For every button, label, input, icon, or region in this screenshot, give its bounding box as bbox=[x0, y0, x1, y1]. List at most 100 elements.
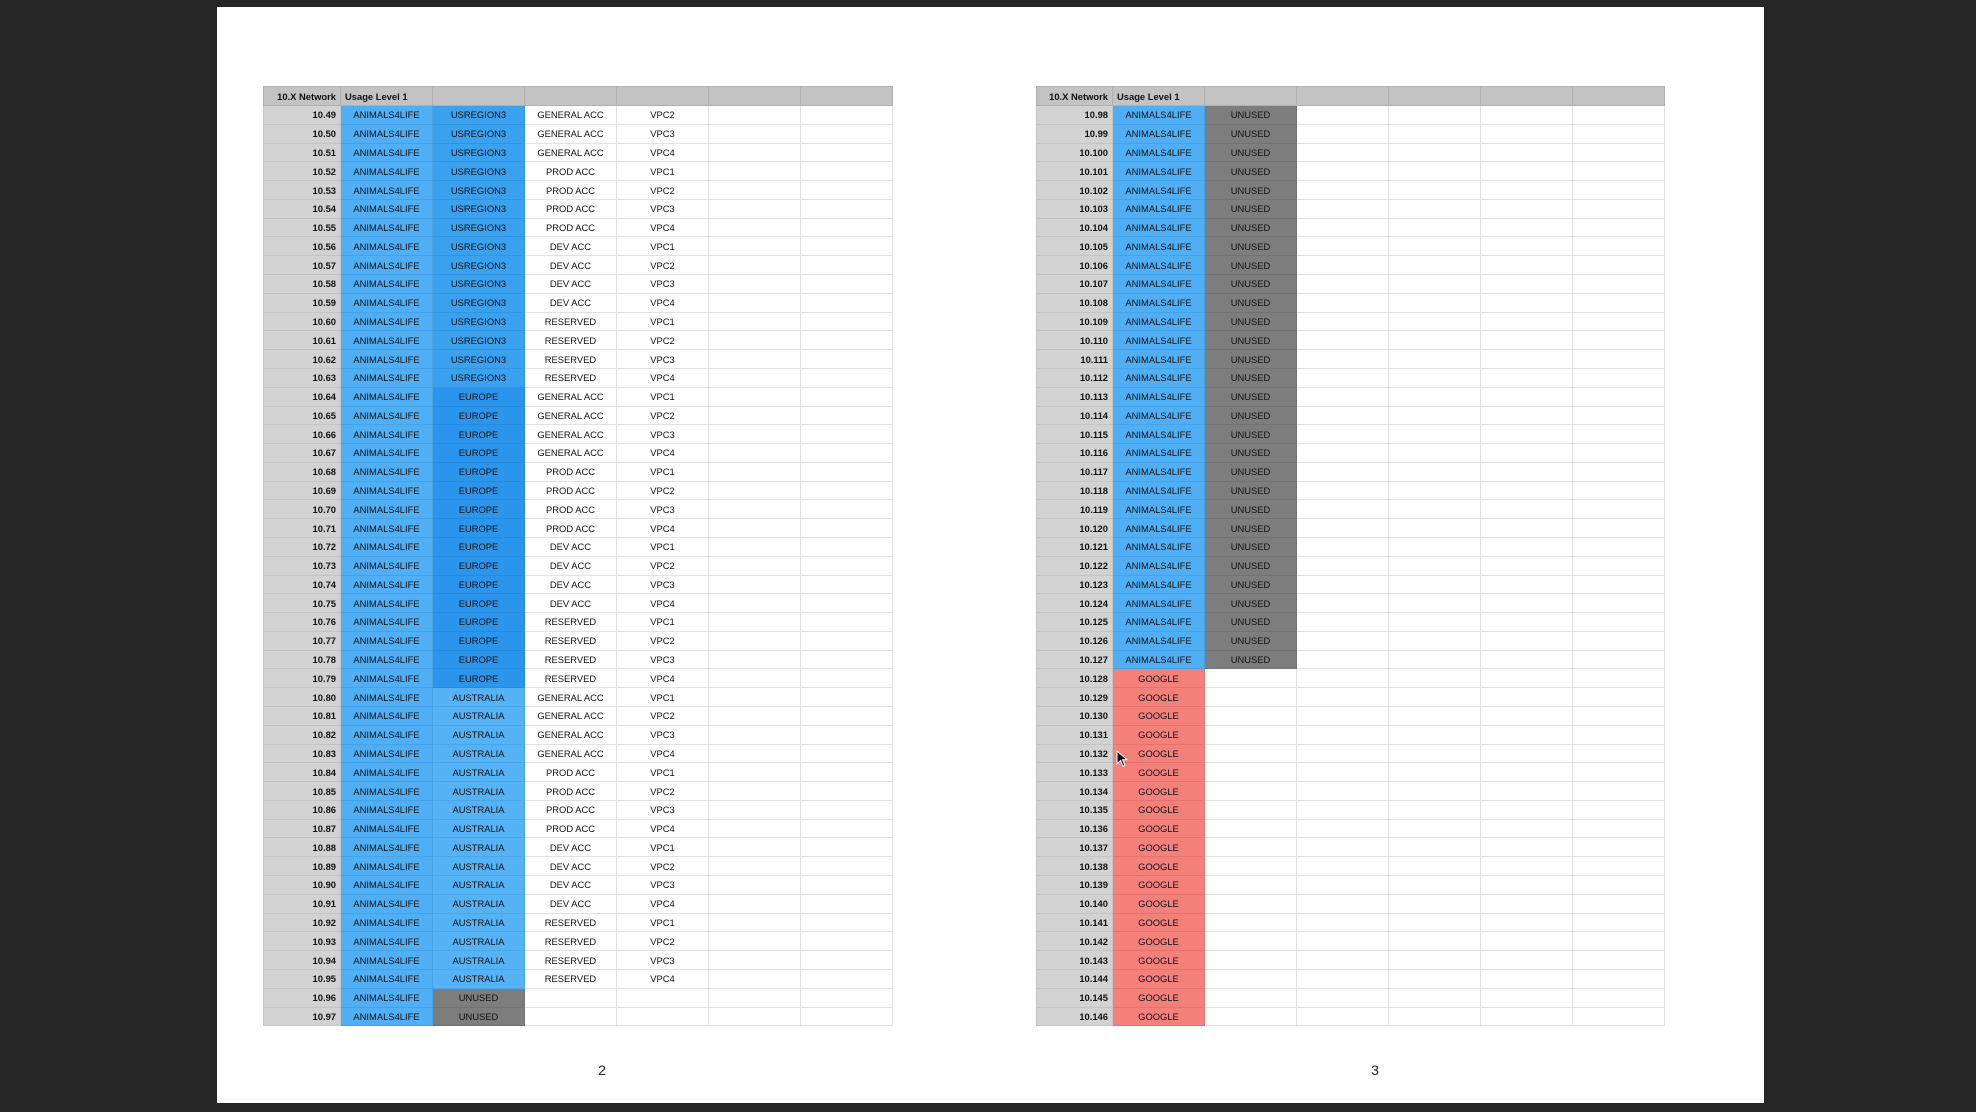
table-cell[interactable] bbox=[1480, 405, 1573, 426]
table-cell[interactable] bbox=[1388, 612, 1481, 632]
network-cell[interactable]: 10.129 bbox=[1036, 687, 1113, 707]
table-cell[interactable]: EUROPE bbox=[432, 424, 525, 445]
table-cell[interactable] bbox=[1572, 292, 1665, 313]
table-cell[interactable] bbox=[1572, 536, 1665, 557]
table-cell[interactable]: ANIMALS4LIFE bbox=[1112, 311, 1205, 332]
table-cell[interactable]: ANIMALS4LIFE bbox=[340, 518, 433, 538]
network-cell[interactable]: 10.125 bbox=[1036, 612, 1113, 632]
table-cell[interactable]: ANIMALS4LIFE bbox=[1112, 649, 1205, 670]
table-cell[interactable] bbox=[708, 743, 801, 764]
table-cell[interactable]: AUSTRALIA bbox=[432, 799, 525, 820]
table-cell[interactable] bbox=[1296, 630, 1389, 651]
table-cell[interactable] bbox=[1480, 931, 1573, 952]
table-cell[interactable]: UNUSED bbox=[432, 1006, 525, 1027]
table-cell[interactable]: ANIMALS4LIFE bbox=[1112, 593, 1205, 614]
network-cell[interactable]: 10.113 bbox=[1036, 386, 1113, 407]
table-cell[interactable]: VPC3 bbox=[616, 574, 709, 595]
table-cell[interactable]: UNUSED bbox=[1204, 518, 1297, 538]
table-cell[interactable]: VPC4 bbox=[616, 593, 709, 614]
table-cell[interactable] bbox=[1572, 443, 1665, 463]
table-cell[interactable]: VPC1 bbox=[616, 536, 709, 557]
table-cell[interactable] bbox=[1388, 330, 1481, 351]
table-cell[interactable] bbox=[1480, 330, 1573, 351]
network-cell[interactable]: 10.133 bbox=[1036, 762, 1113, 783]
table-cell[interactable]: ANIMALS4LIFE bbox=[340, 330, 433, 351]
table-cell[interactable] bbox=[708, 724, 801, 745]
table-cell[interactable] bbox=[1480, 593, 1573, 614]
table-cell[interactable]: UNUSED bbox=[1204, 630, 1297, 651]
table-cell[interactable] bbox=[1572, 931, 1665, 952]
table-cell[interactable]: ANIMALS4LIFE bbox=[340, 443, 433, 463]
network-cell[interactable]: 10.102 bbox=[1036, 180, 1113, 200]
network-cell[interactable]: 10.130 bbox=[1036, 706, 1113, 726]
table-cell[interactable] bbox=[1296, 161, 1389, 182]
table-cell[interactable]: VPC3 bbox=[616, 499, 709, 520]
table-cell[interactable]: GOOGLE bbox=[1112, 818, 1205, 839]
table-cell[interactable] bbox=[800, 968, 893, 989]
table-cell[interactable] bbox=[1572, 161, 1665, 182]
table-cell[interactable]: ANIMALS4LIFE bbox=[340, 424, 433, 445]
table-cell[interactable] bbox=[800, 311, 893, 332]
table-cell[interactable]: VPC2 bbox=[616, 555, 709, 576]
table-cell[interactable]: UNUSED bbox=[1204, 161, 1297, 182]
table-cell[interactable]: VPC4 bbox=[616, 443, 709, 463]
table-cell[interactable]: VPC1 bbox=[616, 687, 709, 707]
table-cell[interactable] bbox=[1480, 499, 1573, 520]
table-cell[interactable]: RESERVED bbox=[524, 367, 617, 388]
table-cell[interactable] bbox=[1296, 950, 1389, 970]
table-cell[interactable]: GENERAL ACC bbox=[524, 142, 617, 163]
table-cell[interactable]: GOOGLE bbox=[1112, 987, 1205, 1008]
table-cell[interactable]: VPC3 bbox=[616, 875, 709, 895]
table-cell[interactable]: ANIMALS4LIFE bbox=[340, 555, 433, 576]
table-cell[interactable]: ANIMALS4LIFE bbox=[340, 781, 433, 801]
table-cell[interactable]: UNUSED bbox=[1204, 274, 1297, 294]
table-cell[interactable]: UNUSED bbox=[1204, 349, 1297, 369]
table-cell[interactable] bbox=[800, 123, 893, 144]
table-cell[interactable]: VPC4 bbox=[616, 893, 709, 914]
table-cell[interactable] bbox=[1480, 781, 1573, 801]
table-cell[interactable]: ANIMALS4LIFE bbox=[340, 593, 433, 614]
table-cell[interactable] bbox=[708, 443, 801, 463]
table-cell[interactable] bbox=[1204, 875, 1297, 895]
table-cell[interactable] bbox=[1296, 480, 1389, 501]
table-cell[interactable]: ANIMALS4LIFE bbox=[340, 180, 433, 200]
table-cell[interactable]: ANIMALS4LIFE bbox=[340, 123, 433, 144]
table-cell[interactable] bbox=[708, 987, 801, 1008]
table-cell[interactable] bbox=[1480, 1006, 1573, 1027]
table-cell[interactable]: ANIMALS4LIFE bbox=[340, 142, 433, 163]
table-cell[interactable]: ANIMALS4LIFE bbox=[1112, 180, 1205, 200]
table-cell[interactable]: GENERAL ACC bbox=[524, 687, 617, 707]
table-cell[interactable] bbox=[708, 893, 801, 914]
table-cell[interactable] bbox=[1296, 424, 1389, 445]
table-cell[interactable]: VPC3 bbox=[616, 950, 709, 970]
table-cell[interactable] bbox=[1204, 1006, 1297, 1027]
table-cell[interactable] bbox=[708, 555, 801, 576]
network-cell[interactable]: 10.105 bbox=[1036, 236, 1113, 257]
table-cell[interactable]: ANIMALS4LIFE bbox=[1112, 105, 1205, 125]
network-cell[interactable]: 10.146 bbox=[1036, 1006, 1113, 1027]
table-cell[interactable]: ANIMALS4LIFE bbox=[340, 743, 433, 764]
table-cell[interactable]: UNUSED bbox=[1204, 292, 1297, 313]
table-cell[interactable] bbox=[1388, 593, 1481, 614]
table-cell[interactable]: USREGION3 bbox=[432, 274, 525, 294]
table-cell[interactable] bbox=[1480, 292, 1573, 313]
table-cell[interactable] bbox=[1480, 161, 1573, 182]
network-cell[interactable]: 10.128 bbox=[1036, 668, 1113, 689]
table-cell[interactable]: UNUSED bbox=[1204, 330, 1297, 351]
network-cell[interactable]: 10.93 bbox=[263, 931, 341, 952]
table-cell[interactable] bbox=[800, 931, 893, 952]
table-cell[interactable] bbox=[1480, 818, 1573, 839]
network-cell[interactable]: 10.65 bbox=[263, 405, 341, 426]
table-cell[interactable]: ANIMALS4LIFE bbox=[1112, 480, 1205, 501]
table-cell[interactable] bbox=[800, 762, 893, 783]
table-cell[interactable]: UNUSED bbox=[1204, 367, 1297, 388]
network-cell[interactable]: 10.137 bbox=[1036, 837, 1113, 858]
table-cell[interactable] bbox=[1480, 443, 1573, 463]
table-cell[interactable] bbox=[1296, 255, 1389, 276]
table-cell[interactable] bbox=[1296, 105, 1389, 125]
table-cell[interactable]: UNUSED bbox=[1204, 386, 1297, 407]
table-cell[interactable] bbox=[800, 781, 893, 801]
table-cell[interactable]: ANIMALS4LIFE bbox=[340, 762, 433, 783]
network-cell[interactable]: 10.139 bbox=[1036, 875, 1113, 895]
table-cell[interactable] bbox=[708, 424, 801, 445]
